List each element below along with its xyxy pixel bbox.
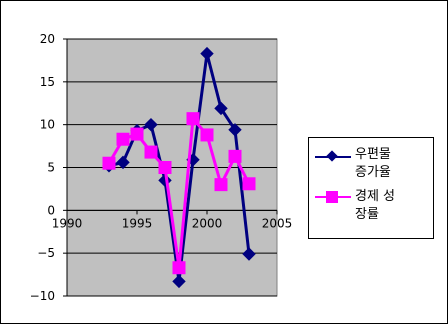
data-point-diamond (116, 155, 130, 170)
diamond-marker-icon (326, 150, 338, 162)
data-point-square (186, 112, 200, 126)
y-tick-label: 5 (47, 161, 55, 175)
y-tick-label: −10 (30, 289, 55, 303)
data-point-diamond (228, 123, 242, 137)
series-layer (102, 46, 256, 289)
y-tick-label: 15 (40, 75, 55, 89)
data-point-square (172, 261, 186, 275)
data-point-square (144, 145, 158, 159)
legend: 우편물 증가율 경제 성 장률 (308, 137, 434, 239)
data-point-square (242, 177, 256, 191)
data-point-diamond (172, 274, 186, 289)
x-tick-label: 2000 (192, 216, 223, 230)
square-marker-icon (326, 191, 338, 203)
data-point-diamond (200, 46, 214, 61)
y-tick-label: 20 (40, 32, 55, 46)
y-tick-label: 0 (47, 203, 55, 217)
data-point-square (116, 132, 130, 146)
legend-item-economic-growth: 경제 성 장률 (309, 189, 433, 234)
data-point-square (214, 178, 228, 192)
y-tick-label: 10 (40, 118, 55, 132)
data-point-square (102, 156, 116, 170)
data-point-diamond (214, 101, 228, 116)
data-point-square (158, 161, 172, 174)
data-point-square (130, 127, 144, 141)
x-tick-label: 1995 (122, 216, 153, 230)
data-point-diamond (242, 247, 256, 261)
data-point-square (200, 128, 214, 142)
legend-label-economic-growth: 경제 성 장률 (355, 189, 396, 222)
x-tick-label: 1990 (52, 216, 83, 230)
legend-item-postal-growth: 우편물 증가율 (309, 142, 433, 186)
x-tick-label: 2005 (262, 216, 293, 230)
legend-label-postal-growth: 우편물 증가율 (355, 147, 391, 180)
data-point-diamond (144, 117, 158, 132)
y-tick-label: −5 (37, 246, 55, 260)
data-point-square (228, 149, 242, 163)
